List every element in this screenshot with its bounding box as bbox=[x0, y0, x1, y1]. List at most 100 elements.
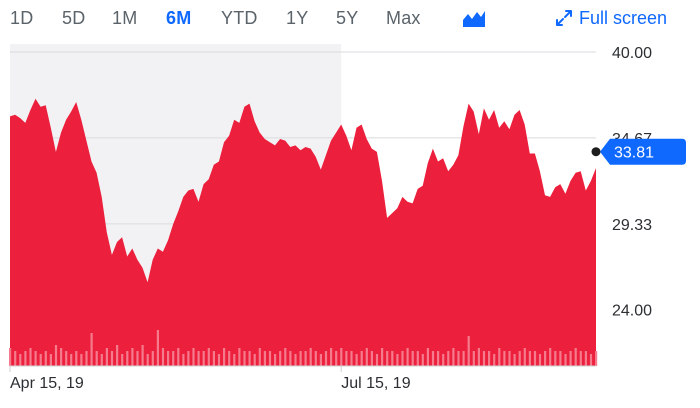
volume-bar bbox=[381, 348, 384, 366]
volume-bar bbox=[202, 351, 205, 366]
volume-bar bbox=[314, 351, 317, 366]
volume-bar bbox=[426, 348, 429, 366]
volume-bar bbox=[431, 351, 435, 366]
volume-bar bbox=[574, 348, 577, 366]
volume-bar bbox=[508, 351, 511, 366]
volume-bar bbox=[207, 348, 210, 366]
current-price-label: 33.81 bbox=[614, 145, 654, 162]
y-tick-label: 24.00 bbox=[612, 303, 652, 320]
volume-bar bbox=[217, 354, 221, 366]
volume-bar bbox=[80, 354, 83, 366]
volume-bar bbox=[559, 351, 562, 366]
volume-bar bbox=[462, 351, 465, 366]
volume-bar bbox=[233, 354, 236, 366]
volume-bar bbox=[528, 351, 531, 366]
volume-bar bbox=[44, 351, 47, 366]
volume-bar bbox=[299, 351, 302, 366]
range-5y-button[interactable]: 5Y bbox=[336, 8, 359, 28]
volume-bar bbox=[75, 351, 78, 366]
volume-bar bbox=[243, 351, 246, 366]
range-1d-button[interactable]: 1D bbox=[10, 8, 34, 28]
x-tick-label: Apr 15, 19 bbox=[10, 375, 84, 392]
volume-bar bbox=[161, 348, 165, 366]
volume-bar bbox=[452, 348, 455, 366]
price-area bbox=[10, 98, 596, 366]
range-ytd-button[interactable]: YTD bbox=[221, 8, 258, 28]
volume-bar bbox=[274, 354, 277, 366]
volume-bar bbox=[457, 351, 460, 366]
volume-bar bbox=[65, 351, 68, 366]
volume-bar bbox=[136, 351, 139, 366]
y-tick-label: 29.33 bbox=[612, 217, 652, 234]
range-toolbar: 1D 5D 1M 6M YTD 1Y 5Y Max Full screen bbox=[0, 0, 700, 40]
x-tick-label: Jul 15, 19 bbox=[341, 375, 410, 392]
volume-bar bbox=[90, 333, 93, 366]
volume-bar bbox=[335, 351, 338, 366]
volume-bar bbox=[126, 351, 129, 366]
volume-bar bbox=[467, 336, 470, 366]
volume-bar bbox=[228, 351, 231, 366]
volume-bar bbox=[39, 354, 42, 366]
fullscreen-button[interactable]: Full screen bbox=[555, 8, 667, 29]
volume-bar bbox=[268, 351, 272, 366]
volume-bar bbox=[411, 351, 414, 366]
volume-bar bbox=[584, 351, 587, 366]
range-1y-button[interactable]: 1Y bbox=[286, 8, 309, 28]
volume-bar bbox=[538, 354, 542, 366]
volume-bar bbox=[482, 351, 486, 366]
volume-bar bbox=[360, 351, 363, 366]
volume-bar bbox=[54, 345, 58, 366]
volume-bar bbox=[437, 351, 440, 366]
volume-bar bbox=[396, 354, 399, 366]
range-6m-button[interactable]: 6M bbox=[166, 8, 192, 28]
volume-bar bbox=[488, 351, 491, 366]
volume-bar bbox=[212, 351, 215, 366]
volume-bar bbox=[121, 354, 124, 366]
volume-bar bbox=[14, 351, 17, 366]
volume-bar bbox=[279, 351, 282, 366]
volume-bar bbox=[131, 348, 134, 366]
current-price-tag bbox=[600, 138, 686, 165]
volume-bar bbox=[375, 354, 379, 366]
mountain-chart-icon[interactable] bbox=[462, 10, 486, 33]
volume-bar bbox=[355, 354, 358, 366]
volume-bar bbox=[503, 351, 506, 366]
volume-bar bbox=[554, 351, 557, 366]
volume-bar bbox=[177, 348, 180, 366]
volume-bar bbox=[258, 348, 261, 366]
volume-bar bbox=[100, 354, 103, 366]
range-max-button[interactable]: Max bbox=[386, 8, 421, 28]
volume-bar bbox=[549, 348, 552, 366]
volume-bar bbox=[569, 351, 572, 366]
volume-bar bbox=[309, 348, 312, 366]
volume-bar bbox=[513, 354, 516, 366]
volume-bar bbox=[330, 348, 333, 366]
volume-bar bbox=[533, 351, 537, 366]
volume-bar bbox=[523, 348, 526, 366]
range-5d-button[interactable]: 5D bbox=[62, 8, 86, 28]
volume-bar bbox=[156, 330, 159, 366]
volume-bar bbox=[19, 354, 22, 366]
volume-bar bbox=[401, 351, 404, 366]
volume-bar bbox=[24, 351, 27, 366]
volume-bar bbox=[498, 348, 501, 366]
volume-bar bbox=[263, 351, 266, 366]
volume-bar bbox=[197, 351, 200, 366]
volume-bar bbox=[223, 348, 226, 366]
fullscreen-label: Full screen bbox=[579, 8, 668, 28]
volume-bar bbox=[289, 351, 292, 366]
volume-bar bbox=[34, 351, 37, 366]
volume-bar bbox=[151, 351, 154, 366]
volume-bar bbox=[365, 348, 368, 366]
volume-bar bbox=[595, 351, 598, 366]
volume-bar bbox=[416, 351, 419, 366]
volume-bar bbox=[579, 351, 582, 366]
volume-bar bbox=[447, 351, 450, 366]
expand-arrows-icon bbox=[556, 10, 572, 26]
volume-bar bbox=[518, 351, 521, 366]
range-1m-button[interactable]: 1M bbox=[112, 8, 138, 28]
volume-bar bbox=[406, 348, 409, 366]
volume-bar bbox=[192, 348, 195, 366]
